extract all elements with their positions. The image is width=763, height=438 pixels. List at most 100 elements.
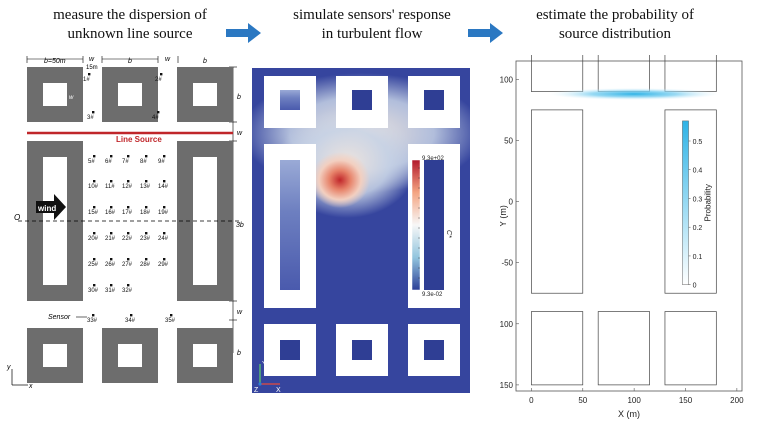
- sensor-label: Sensor: [48, 314, 71, 321]
- top-buildings: [27, 67, 233, 122]
- sensor-label: 1#: [83, 77, 90, 83]
- sensor-marker: [163, 206, 166, 209]
- axis-y-label: y: [6, 364, 11, 371]
- sensor-marker: [145, 206, 148, 209]
- courtyard: [424, 340, 444, 360]
- colorbar-max: 9.3e+02: [422, 156, 445, 162]
- y-tick-label: -50: [501, 259, 513, 268]
- sensor-marker: [127, 232, 130, 235]
- sensor-label: 19#: [158, 210, 169, 216]
- sensor-marker: [93, 232, 96, 235]
- dim-w-top: w: [89, 56, 95, 63]
- sensor-label: 31#: [105, 288, 116, 294]
- sensor-marker: [110, 232, 113, 235]
- plume-core: [310, 152, 370, 208]
- triad-x-label: X: [276, 387, 281, 393]
- sensor-marker: [145, 180, 148, 183]
- sensor-marker: [127, 258, 130, 261]
- sensor-marker: [93, 284, 96, 287]
- stage-title-line: measure the dispersion of: [53, 7, 207, 23]
- x-tick-label: 0: [529, 396, 534, 405]
- arrow-right-icon: [468, 23, 503, 43]
- arrow-right-icon: [226, 23, 261, 43]
- x-tick-label: 150: [679, 396, 693, 405]
- sensor-label: 22#: [122, 236, 133, 242]
- xyz-triad-icon: [258, 364, 280, 386]
- sensor-marker: [110, 258, 113, 261]
- sensor-label: 26#: [105, 262, 116, 268]
- building-outline: [531, 109, 584, 294]
- sensor-label: 27#: [122, 262, 133, 268]
- sensor-label: 32#: [122, 288, 133, 294]
- stage-title-line: simulate sensors' response: [293, 7, 451, 23]
- building: [177, 328, 233, 383]
- source-probability-band: [549, 88, 719, 100]
- sensor-marker: [130, 314, 133, 317]
- sensor-marker: [145, 258, 148, 261]
- sensor-marker: [93, 180, 96, 183]
- sensor-label: 11#: [105, 184, 115, 190]
- triad-y-label: Y: [262, 361, 267, 368]
- origin-label: O: [14, 213, 20, 222]
- sensor-label: 7#: [122, 159, 129, 165]
- sensor-label: 12#: [122, 184, 133, 190]
- stage-title-measure: measure the dispersion of unknown line s…: [20, 6, 240, 44]
- axis-x-label: x: [28, 383, 33, 390]
- xy-axes-icon: [11, 369, 28, 386]
- sensor-marker: [163, 180, 166, 183]
- probability-colorbar: [682, 120, 689, 285]
- dim-b-right: b: [203, 58, 207, 65]
- sensor-layer: 1# 2# 3# 4# 5# 6# 7# 8# 9# 10# 11# 12# 13# 14# 15# 16# 1…: [83, 73, 176, 324]
- dim-right-b-top: b: [237, 94, 241, 101]
- sensor-label: 17#: [122, 210, 133, 216]
- dim-right-b-bot: b: [237, 350, 241, 357]
- building-outline: [597, 311, 650, 386]
- x-tick-label: 100: [627, 396, 641, 405]
- colorbar-tick-label: 0.4: [693, 168, 703, 175]
- sensor-label: 34#: [125, 318, 136, 324]
- flow-simulation: 9.3e+02 9.3e-02 C* Y Z X: [252, 68, 470, 393]
- sensor-marker: [93, 206, 96, 209]
- sensor-marker: [110, 284, 113, 287]
- sensor-label: 21#: [105, 236, 116, 242]
- wind-arrow-icon: [36, 194, 66, 220]
- sensor-label: 29#: [158, 262, 169, 268]
- sensor-marker: [160, 73, 163, 76]
- dim-right-w2: w: [237, 309, 243, 316]
- sensor-label: 8#: [140, 159, 147, 165]
- sensor-label: 35#: [165, 318, 176, 324]
- line-source-label: Line Source: [116, 135, 162, 144]
- layout-schematic: b=50m w 15m b w b b w 3b w b w Line Sour…: [6, 56, 244, 390]
- y-tick-label: -150: [500, 381, 514, 390]
- sensor-label: 25#: [88, 262, 99, 268]
- building-outline: [664, 109, 717, 294]
- sensor-marker: [145, 232, 148, 235]
- sensor-label: 10#: [88, 184, 99, 190]
- sensor-marker: [92, 111, 95, 114]
- sensor-label: 5#: [88, 159, 95, 165]
- courtyard: [280, 340, 300, 360]
- building: [177, 141, 233, 301]
- colorbar-label: Probability: [704, 184, 713, 221]
- building: [27, 141, 83, 301]
- sensor-marker: [93, 258, 96, 261]
- sensor-label: 28#: [140, 262, 151, 268]
- dim-b-mid: b: [128, 58, 132, 65]
- sensor-label: 15#: [88, 210, 99, 216]
- building: [177, 67, 233, 122]
- sensor-label: 2#: [155, 77, 162, 83]
- colorbar-tick-label: 0: [693, 283, 697, 290]
- dim-b-left: b=50m: [44, 58, 66, 65]
- sensor-marker: [163, 232, 166, 235]
- sensor-label: 13#: [140, 184, 151, 190]
- sensor-label: 33#: [87, 318, 98, 324]
- building-outline: [531, 311, 584, 386]
- sensor-label: 16#: [105, 210, 116, 216]
- colorbar-tick-label: 0.2: [693, 225, 703, 232]
- y-axis-label: Y (m): [500, 205, 508, 227]
- courtyard: [352, 340, 372, 360]
- sensor-marker: [110, 155, 113, 158]
- stage-title-line: estimate the probability of: [536, 7, 694, 23]
- flow-buildings: [264, 76, 460, 376]
